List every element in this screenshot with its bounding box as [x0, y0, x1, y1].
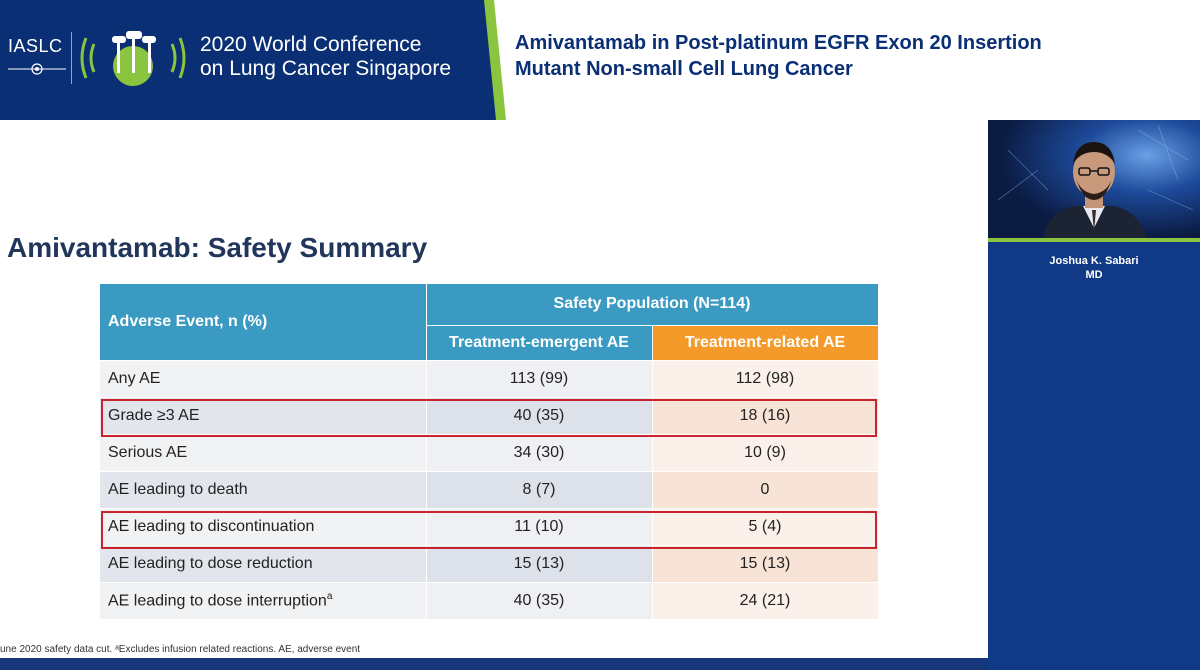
treatment-related-value: 18 (16)	[652, 397, 879, 435]
conference-title-line2: on Lung Cancer Singapore	[200, 57, 452, 80]
treatment-related-value: 15 (13)	[652, 545, 879, 583]
footnote: une 2020 safety data cut. ᵃExcludes infu…	[0, 644, 361, 655]
row-label: AE leading to dose interruptiona	[100, 582, 427, 620]
treatment-emergent-value: 40 (35)	[426, 582, 653, 620]
speaker-panel: Joshua K. Sabari MD	[988, 120, 1200, 670]
treatment-related-value: 0	[652, 471, 879, 509]
wclc-singapore-logo-icon	[80, 31, 186, 86]
speaker-video[interactable]	[988, 120, 1200, 238]
column-header-adverse-event: Adverse Event, n (%)	[100, 284, 427, 361]
table-row: AE leading to dose interruptiona 40 (35)…	[100, 582, 879, 620]
row-label: Any AE	[100, 360, 427, 398]
row-label: AE leading to discontinuation	[100, 508, 427, 546]
row-label: Grade ≥3 AE	[100, 397, 427, 435]
treatment-related-value: 5 (4)	[652, 508, 879, 546]
row-label-text: AE leading to dose interruption	[108, 592, 327, 610]
treatment-emergent-value: 11 (10)	[426, 508, 653, 546]
treatment-emergent-value: 113 (99)	[426, 360, 653, 398]
row-label: AE leading to death	[100, 471, 427, 509]
speaker-name-caption: Joshua K. Sabari MD	[988, 254, 1200, 282]
iaslc-logo-text: IASLC	[8, 36, 63, 56]
talk-title: Amivantamab in Post-platinum EGFR Exon 2…	[515, 30, 1135, 82]
treatment-emergent-value: 40 (35)	[426, 397, 653, 435]
table-row: AE leading to discontinuation 11 (10) 5 …	[100, 508, 879, 546]
treatment-emergent-value: 34 (30)	[426, 434, 653, 472]
header-divider	[71, 32, 72, 84]
table-row: AE leading to death 8 (7) 0	[100, 471, 879, 509]
table-row: AE leading to dose reduction 15 (13) 15 …	[100, 545, 879, 583]
talk-title-line1: Amivantamab in Post-platinum EGFR Exon 2…	[515, 32, 1042, 54]
treatment-related-value: 24 (21)	[652, 582, 879, 620]
speaker-credential: MD	[1085, 269, 1103, 281]
table-row: Grade ≥3 AE 40 (35) 18 (16)	[100, 397, 879, 435]
column-group-safety-population: Safety Population (N=114)	[426, 284, 879, 326]
iaslc-emblem-icon	[8, 63, 66, 75]
slide-title: Amivantamab: Safety Summary	[7, 232, 428, 263]
speaker-name: Joshua K. Sabari	[1049, 255, 1139, 267]
conference-title-line1: 2020 World Conference	[200, 33, 422, 56]
treatment-related-value: 10 (9)	[652, 434, 879, 472]
safety-summary-table: Adverse Event, n (%) Safety Population (…	[100, 284, 879, 620]
talk-title-line2: Mutant Non-small Cell Lung Cancer	[515, 58, 853, 80]
speaker-accent-line	[988, 238, 1200, 242]
treatment-emergent-value: 15 (13)	[426, 545, 653, 583]
conference-title: 2020 World Conference on Lung Cancer Sin…	[200, 33, 451, 81]
table-row: Any AE 113 (99) 112 (98)	[100, 360, 879, 398]
treatment-related-value: 112 (98)	[652, 360, 879, 398]
row-label: Serious AE	[100, 434, 427, 472]
column-header-treatment-related: Treatment-related AE	[652, 325, 879, 362]
row-label: AE leading to dose reduction	[100, 545, 427, 583]
column-header-treatment-emergent: Treatment-emergent AE	[426, 325, 653, 362]
footnote-marker: a	[326, 591, 333, 603]
table-row: Serious AE 34 (30) 10 (9)	[100, 434, 879, 472]
treatment-emergent-value: 8 (7)	[426, 471, 653, 509]
conference-header: IASLC 2020 World Conference on Lung Canc…	[0, 0, 1200, 120]
speaker-video-frame-icon	[988, 120, 1200, 238]
bottom-band	[0, 658, 1200, 670]
